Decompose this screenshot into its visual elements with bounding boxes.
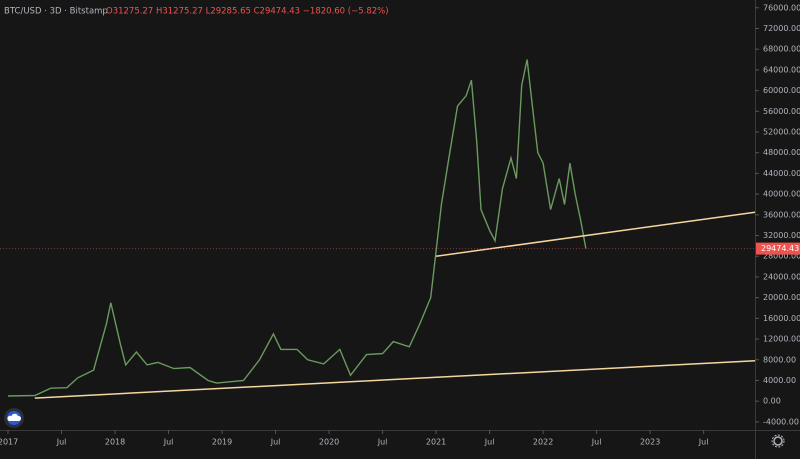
x-tick-label: 2021 <box>426 438 446 447</box>
settings-button[interactable] <box>771 434 785 448</box>
y-tick-label: 20000.00 <box>763 293 800 302</box>
x-tick-label: 2017 <box>0 438 18 447</box>
x-tick-label: 2018 <box>105 438 125 447</box>
cloud-button[interactable] <box>4 408 24 428</box>
x-tick-label: 2022 <box>533 438 553 447</box>
ohlc-readout: O31275.27 H31275.27 L29285.65 C29474.43 … <box>106 7 389 17</box>
x-tick-label: Jul <box>163 438 174 447</box>
y-tick-label: 8000.00 <box>763 355 796 364</box>
price-line <box>7 59 587 397</box>
y-tick-label: 36000.00 <box>763 210 800 219</box>
y-tick-label: 56000.00 <box>763 107 800 116</box>
y-tick-label: 16000.00 <box>763 314 800 323</box>
y-tick-label: 48000.00 <box>763 148 800 157</box>
x-tick-label: Jul <box>591 438 602 447</box>
y-tick-label: 52000.00 <box>763 128 800 137</box>
y-tick-label: 28000.00 <box>763 252 800 261</box>
y-tick-label: 4000.00 <box>763 376 796 385</box>
y-tick-label: 68000.00 <box>763 45 800 54</box>
x-tick-label: 2020 <box>319 438 339 447</box>
y-tick-label: 60000.00 <box>763 86 800 95</box>
last-price-label: 29474.43 <box>761 244 799 253</box>
y-tick-label: 76000.00 <box>763 3 800 12</box>
y-tick-label: 0.00 <box>763 397 781 406</box>
y-tick-label: 44000.00 <box>763 169 800 178</box>
y-tick-label: 24000.00 <box>763 272 800 281</box>
x-tick-label: Jul <box>484 438 495 447</box>
y-tick-label: 64000.00 <box>763 65 800 74</box>
symbol-title: BTC/USD · 3D · Bitstamp <box>4 7 108 17</box>
last-price-tag <box>756 242 800 255</box>
y-tick-label: 72000.00 <box>763 24 800 33</box>
y-tick-label: 12000.00 <box>763 335 800 344</box>
trend-line <box>34 360 756 399</box>
x-tick-label: Jul <box>56 438 67 447</box>
y-tick-label: -4000.00 <box>763 417 799 426</box>
x-tick-label: 2023 <box>640 438 660 447</box>
y-tick-label: 40000.00 <box>763 190 800 199</box>
x-tick-label: Jul <box>377 438 388 447</box>
x-tick-label: Jul <box>270 438 281 447</box>
x-tick-label: 2019 <box>212 438 232 447</box>
y-tick-label: 32000.00 <box>763 231 800 240</box>
x-tick-label: Jul <box>698 438 709 447</box>
